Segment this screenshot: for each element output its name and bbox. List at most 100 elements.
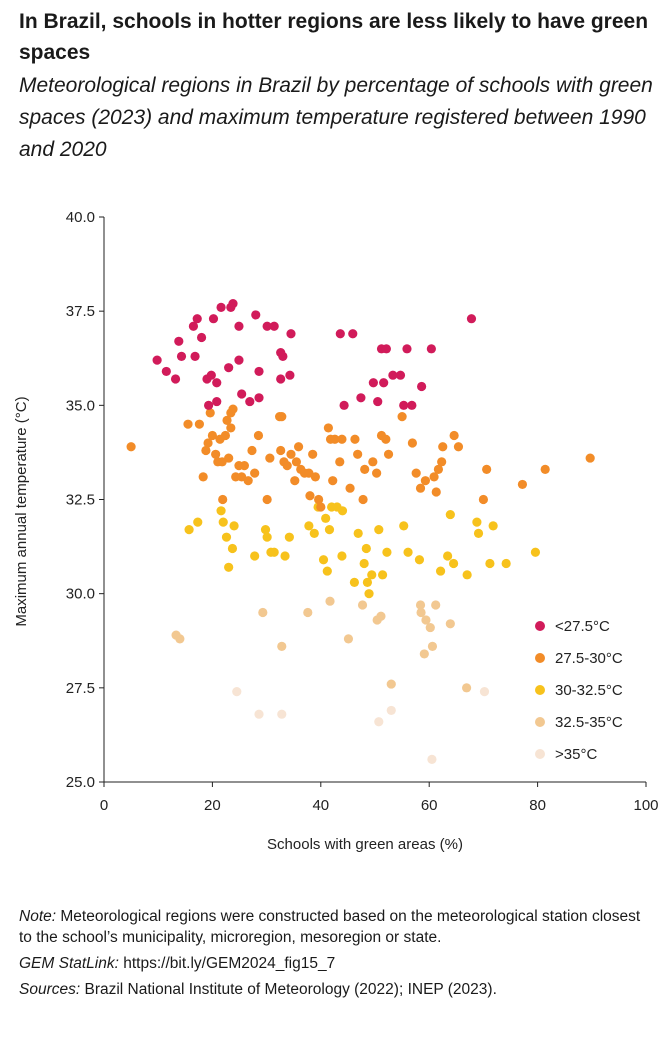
data-point (386, 679, 396, 689)
data-point (227, 543, 238, 554)
data-point (188, 321, 199, 331)
data-point (205, 408, 215, 418)
y-tick-label: 27.5 (66, 680, 95, 697)
data-point (427, 754, 437, 765)
data-point (448, 558, 459, 569)
data-point (286, 329, 296, 339)
data-point (414, 555, 425, 565)
data-point (232, 687, 242, 697)
data-point (478, 494, 488, 505)
data-point (228, 299, 238, 309)
data-point (229, 521, 239, 531)
data-point (207, 430, 217, 441)
data-point (345, 483, 355, 493)
data-point (337, 551, 347, 561)
data-point (237, 389, 247, 399)
data-point (360, 464, 370, 474)
sources-line: Sources: Brazil National Institute of Me… (19, 979, 649, 1000)
data-point (250, 468, 260, 478)
data-point (479, 687, 490, 697)
data-point (291, 457, 302, 467)
data-point (321, 513, 331, 523)
data-point (353, 528, 363, 538)
data-point (226, 423, 236, 433)
data-point (239, 461, 249, 471)
data-point (228, 404, 238, 414)
x-tick-label: 60 (421, 797, 438, 814)
data-point (488, 521, 498, 531)
data-point (224, 363, 234, 373)
data-point (399, 400, 409, 410)
data-point (427, 641, 438, 651)
x-tick-label: 0 (100, 797, 108, 814)
data-point (203, 438, 213, 448)
data-point (265, 453, 275, 463)
statlink-link[interactable]: https://bit.ly/GEM2024_fig15_7 (123, 955, 336, 972)
data-point (316, 502, 326, 512)
data-point (269, 547, 279, 557)
data-point (368, 378, 378, 388)
y-tick-label: 32.5 (66, 492, 95, 509)
x-axis-label: Schools with green areas (%) (267, 836, 463, 853)
data-point (443, 551, 453, 561)
data-point (337, 434, 347, 444)
data-point (324, 525, 335, 535)
data-point (224, 453, 234, 463)
note-label: Note: (19, 908, 57, 925)
sources-label: Sources: (19, 981, 81, 998)
data-point (193, 517, 203, 527)
data-point (176, 351, 187, 361)
data-point (416, 607, 426, 618)
legend-label: <27.5°C (555, 618, 610, 635)
data-point (431, 487, 441, 497)
data-point (438, 442, 448, 452)
data-point (126, 442, 136, 452)
data-point (325, 596, 335, 606)
chart-footer: Note: Meteorological regions were constr… (19, 906, 649, 1000)
data-point (485, 558, 495, 569)
data-point (356, 393, 366, 403)
data-point (461, 683, 472, 693)
legend-marker (535, 749, 545, 759)
data-point (253, 430, 264, 441)
data-point (435, 566, 446, 576)
data-point (218, 517, 228, 527)
data-point (359, 558, 369, 569)
data-point (407, 400, 417, 410)
chart-title: In Brazil, schools in hotter regions are… (19, 10, 649, 64)
data-point (262, 321, 272, 331)
data-point (399, 521, 409, 531)
data-point (212, 396, 222, 407)
data-point (411, 468, 421, 478)
data-point (286, 449, 296, 459)
data-point (374, 525, 384, 535)
data-point (277, 709, 287, 719)
data-point (245, 396, 255, 407)
data-point (335, 457, 345, 467)
data-point (353, 449, 363, 459)
data-point (382, 547, 392, 557)
data-point (386, 705, 396, 716)
data-point (204, 400, 214, 410)
data-point (194, 419, 204, 429)
data-point (335, 329, 345, 339)
data-point (445, 619, 455, 629)
data-point (254, 366, 264, 377)
data-point (358, 494, 368, 505)
data-point (322, 566, 332, 576)
data-point (206, 370, 216, 380)
data-point (222, 415, 232, 425)
data-point (472, 517, 482, 527)
data-point (260, 525, 271, 535)
data-point (377, 570, 388, 580)
data-point (269, 321, 279, 331)
legend-marker (535, 621, 545, 631)
legend-marker (535, 653, 545, 663)
data-point (407, 438, 417, 448)
y-tick-label: 35.0 (66, 397, 95, 414)
data-point (415, 483, 426, 493)
data-point (161, 366, 171, 377)
data-point (243, 476, 253, 486)
data-point (395, 370, 406, 380)
data-point (250, 551, 260, 561)
